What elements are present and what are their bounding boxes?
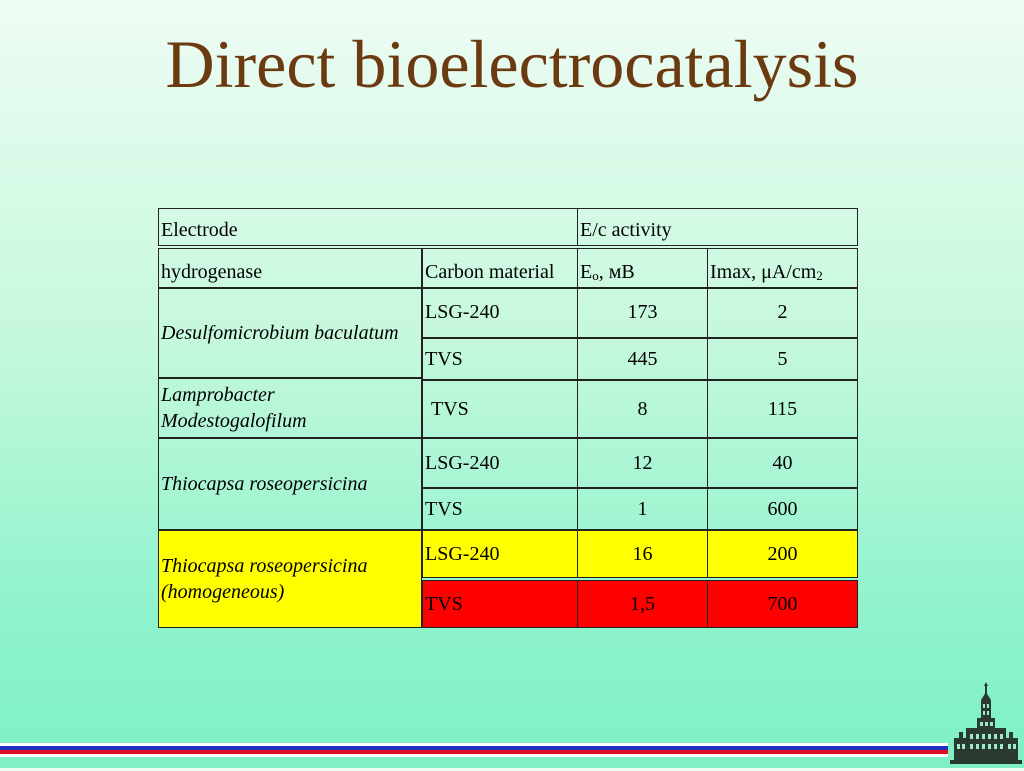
carbon-cell: TVS xyxy=(422,488,578,530)
imax-cell: 115 xyxy=(707,380,858,438)
page-title: Direct bioelectrocatalysis xyxy=(165,26,859,102)
e0-cell: 173 xyxy=(577,288,708,338)
carbon-cell: LSG-240 xyxy=(422,438,578,488)
header-activity: E/c activity xyxy=(577,208,858,246)
header-imax-main: Imax, μA/cm xyxy=(710,261,817,283)
organism-thiocapsa: Thiocapsa roseopersicina xyxy=(158,438,422,530)
header-hydrogenase: hydrogenase xyxy=(158,248,422,288)
stripe-red xyxy=(0,750,948,754)
imax-cell: 40 xyxy=(707,438,858,488)
header-e0-rest: , мВ xyxy=(598,261,635,283)
university-building-icon xyxy=(950,680,1022,771)
organism-lamprobacter: Lamprobacter Modestogalofilum xyxy=(158,378,422,438)
e0-cell: 12 xyxy=(577,438,708,488)
header-imax: Imax, μA/cm 2 xyxy=(707,248,858,288)
header-imax-sup: 2 xyxy=(816,268,823,284)
imax-cell: 200 xyxy=(707,530,858,578)
organism-desulfomicrobium: Desulfomicrobium baculatum xyxy=(158,288,422,378)
carbon-cell: LSG-240 xyxy=(422,530,578,578)
header-e0-sub: o xyxy=(592,268,599,284)
e0-cell: 16 xyxy=(577,530,708,578)
organism-thiocapsa-homogeneous: Thiocapsa roseopersicina (homogeneous) xyxy=(158,530,422,628)
imax-cell: 600 xyxy=(707,488,858,530)
header-e0-main: E xyxy=(580,261,593,283)
stripe-white-bottom xyxy=(0,754,948,757)
stripe-white xyxy=(0,743,948,746)
e0-cell: 1 xyxy=(577,488,708,530)
e0-cell: 8 xyxy=(577,380,708,438)
carbon-cell: LSG-240 xyxy=(422,288,578,338)
e0-cell: 445 xyxy=(577,338,708,380)
header-carbon-material: Carbon material xyxy=(422,248,578,288)
carbon-cell: TVS xyxy=(422,380,578,438)
carbon-cell: TVS xyxy=(422,580,578,628)
imax-cell: 5 xyxy=(707,338,858,380)
carbon-cell: TVS xyxy=(422,338,578,380)
e0-cell: 1,5 xyxy=(577,580,708,628)
header-electrode: Electrode xyxy=(158,208,578,246)
stripe-blue xyxy=(0,746,948,750)
imax-cell: 700 xyxy=(707,580,858,628)
imax-cell: 2 xyxy=(707,288,858,338)
